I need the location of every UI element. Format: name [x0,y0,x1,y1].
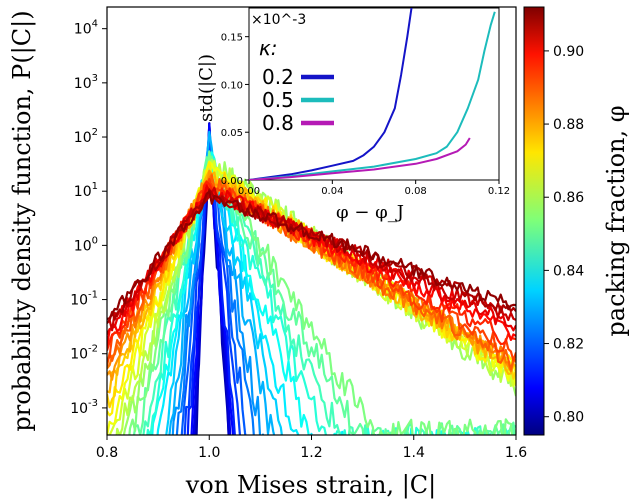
inset-x-axis-label: φ − φ_J [336,202,404,223]
main-x-tick-label: 0.8 [96,445,118,461]
legend-label: 0.2 [262,65,294,89]
colorbar-label: packing fraction, φ [602,105,630,336]
inset-x-tick-label: 0.00 [238,186,260,197]
colorbar-tick-label: 0.90 [553,44,584,60]
pdf-curve [151,151,516,435]
main-x-tick-label: 1.0 [198,445,220,461]
inset-series-line [249,8,413,180]
inset-y-tick-label: 0.15 [221,33,243,44]
main-curves [107,122,516,435]
pdf-curve [107,190,516,321]
pdf-curve [165,154,492,435]
inset-y-axis-label: std(|C|) [196,54,217,122]
inset-series-line [249,11,496,180]
colorbar-tick-label: 0.84 [553,263,584,279]
legend: 0.20.50.8 [262,65,334,135]
colorbar-tick-label: 0.80 [553,410,584,426]
inset-series-line [249,137,471,180]
colorbar-gradient [523,6,545,436]
inset-y-tick-label: 0.05 [221,128,243,139]
main-x-tick-label: 1.6 [505,445,527,461]
main-y-tick-label: 102 [74,127,98,146]
main-y-tick-label: 100 [74,235,98,254]
legend-title: κ: [259,36,278,60]
main-y-tick-label: 10-2 [70,344,98,363]
main-y-axis-label: probability density function, P(|C|) [8,10,37,431]
pdf-curve [146,156,511,435]
inset-multiplier: ×10^-3 [251,12,306,28]
main-x-axis-label: von Mises strain, |C| [185,471,436,500]
main-y-ticks: 10-3 10-2 10-1 100 101 102 103 104 [70,19,107,417]
inset-y-ticks: 0.00 0.05 0.10 0.15 [221,33,249,187]
main-x-ticks: 0.8 1.0 1.2 1.4 1.6 [96,435,527,461]
pdf-curve [156,151,500,435]
colorbar-ticks: 0.80 0.82 0.84 0.86 0.88 0.90 [544,44,584,426]
inset-x-ticks: 0.00 0.04 0.08 0.12 [238,180,510,197]
main-y-tick-label: 101 [74,181,98,200]
inset-plot-area: 0.00 0.04 0.08 0.12 0.00 0.05 0.10 0.15 ×10^-3… [196,7,510,223]
pdf-curve [132,155,516,435]
main-plot-area: 0.8 1.0 1.2 1.4 1.6 10-3 10-2 10-1 100 101 102 103… [8,6,527,500]
inset-y-tick-label: 0.10 [221,80,243,91]
inset-curves [249,8,496,180]
main-x-tick-label: 1.2 [300,445,322,461]
colorbar: 0.80 0.82 0.84 0.86 0.88 0.90 packing fractio… [523,6,630,436]
colorbar-tick-label: 0.86 [553,190,584,206]
main-y-tick-label: 10-1 [70,290,98,309]
pdf-curve [171,161,265,435]
main-y-tick-label: 10-3 [70,398,98,417]
inset-y-tick-label: 0.00 [221,176,243,187]
pdf-curve [107,185,516,335]
colorbar-tick-label: 0.82 [553,337,584,353]
main-x-tick-label: 1.4 [403,445,425,461]
legend-label: 0.5 [262,88,294,112]
inset-x-tick-label: 0.04 [321,186,343,197]
main-y-tick-label: 103 [74,73,98,92]
colorbar-tick-label: 0.88 [553,117,584,133]
inset-x-tick-label: 0.08 [405,186,427,197]
legend-label: 0.8 [262,111,294,135]
pdf-curve [142,157,516,435]
inset-x-tick-label: 0.12 [488,186,510,197]
main-y-tick-label: 104 [74,19,98,38]
pdf-curve [168,130,276,435]
